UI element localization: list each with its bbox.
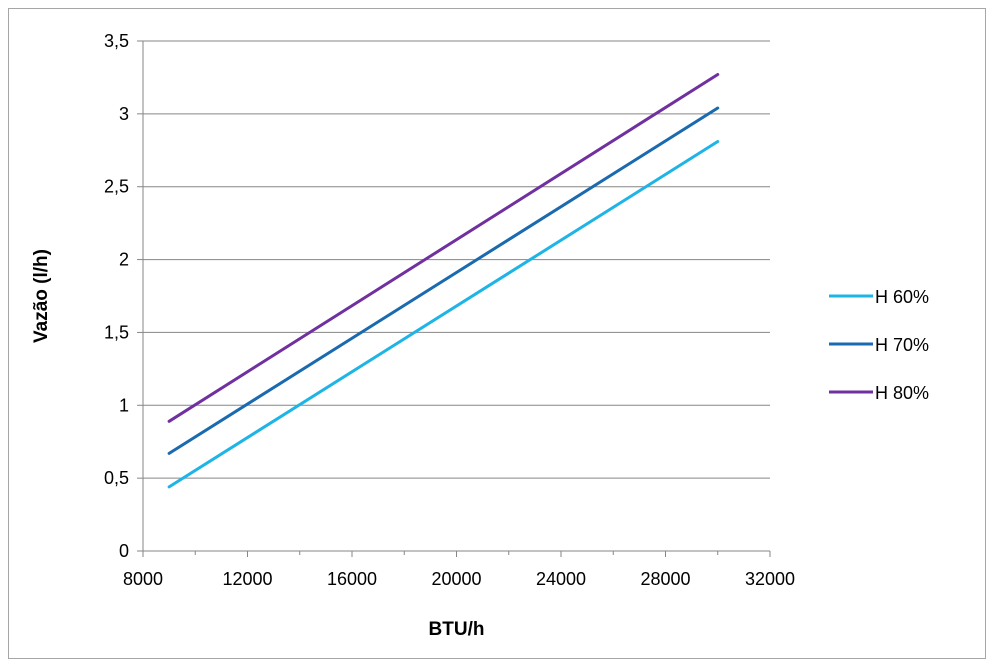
series-line-2 [167, 106, 720, 455]
x-tick-label: 12000 [222, 569, 272, 589]
y-tick-label: 0 [119, 541, 129, 561]
legend-item: H 80% [829, 383, 929, 403]
x-tick-label: 8000 [123, 569, 163, 589]
x-tick-label: 20000 [431, 569, 481, 589]
y-tick-label: 2,5 [104, 177, 129, 197]
y-tick-label: 1,5 [104, 322, 129, 342]
line-chart: 0 0,5 1 1,5 2 2,5 3 3,5 8000 12000 16000 20000 24000… [31, 31, 929, 640]
chart-frame: 0 0,5 1 1,5 2 2,5 3 3,5 8000 12000 16000 20000 24000… [8, 8, 986, 659]
y-tick-label: 3 [119, 104, 129, 124]
x-tick-label: 24000 [536, 569, 586, 589]
series-lines [167, 73, 720, 489]
legend-label: H 60% [875, 287, 929, 307]
axes [137, 40, 771, 557]
gridlines [143, 40, 770, 479]
x-tick-label: 32000 [745, 569, 795, 589]
legend-label: H 70% [875, 335, 929, 355]
legend-item: H 70% [829, 335, 929, 355]
y-tick-label: 3,5 [104, 31, 129, 51]
x-tick-label: 28000 [640, 569, 690, 589]
x-axis-title: BTU/h [429, 619, 485, 640]
y-tick-label: 0,5 [104, 468, 129, 488]
series-line-1 [167, 140, 720, 489]
y-axis-title: Vazão (l/h) [31, 249, 52, 343]
legend: H 60% H 70% H 80% [829, 287, 929, 403]
legend-item: H 60% [829, 287, 929, 307]
y-tick-label: 2 [119, 250, 129, 270]
x-tick-label: 16000 [327, 569, 377, 589]
tick-labels: 0 0,5 1 1,5 2 2,5 3 3,5 8000 12000 16000 20000 24000… [104, 31, 795, 589]
y-tick-label: 1 [119, 395, 129, 415]
legend-label: H 80% [875, 383, 929, 403]
series-line-3 [167, 73, 720, 423]
